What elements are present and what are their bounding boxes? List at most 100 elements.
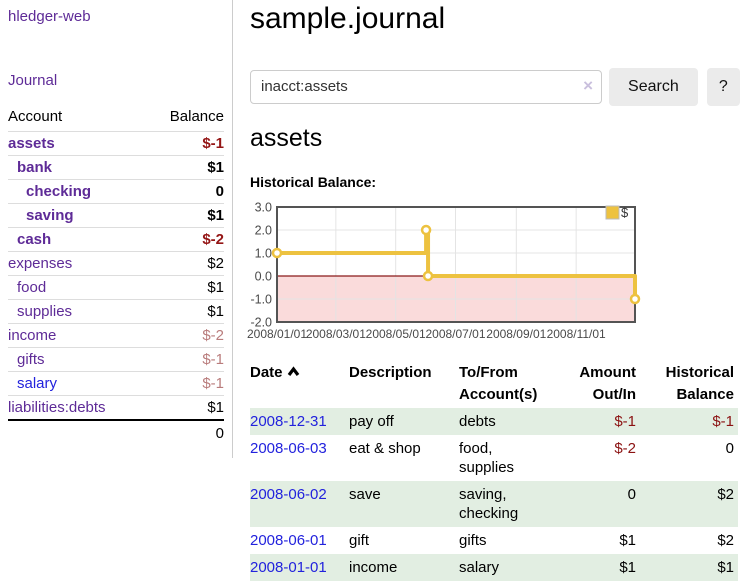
register-table: Date Description To/From Account(s) Amou… [250,360,738,582]
account-section-title: assets [250,123,323,152]
account-balance: $1 [146,299,224,324]
help-button[interactable]: ? [706,67,740,106]
transaction-accounts: debts [455,408,555,436]
transaction-description: pay off [345,408,455,436]
transaction-balance: $-1 [640,408,738,436]
y-axis-tick-label: 2.0 [255,224,272,238]
column-header-description: Description [349,364,432,382]
account-row: cash $-2 [8,227,224,252]
accounts-table: Account Balance assets $-1 bank $1 checking 0… [8,104,224,446]
account-row: saving $1 [8,203,224,228]
app-title-link[interactable]: hledger-web [8,8,91,25]
account-balance: $-1 [146,131,224,156]
transaction-balance: $2 [640,481,738,528]
sidebar-account-link[interactable]: cash [17,231,52,248]
sort-ascending-icon [287,362,300,384]
account-balance: 0 [146,179,224,204]
transaction-balance: $2 [717,532,734,550]
search-input[interactable] [250,69,603,104]
sidebar-account-link[interactable]: checking [26,183,92,200]
x-axis-tick-label: 2008/11/01 [547,327,606,341]
data-point-marker [422,271,434,282]
sidebar-account-link[interactable]: income [8,327,57,344]
transaction-date-link[interactable]: 2008-06-01 [250,532,327,550]
transaction-balance: $1 [640,554,738,582]
account-row: assets $-1 [8,131,224,156]
sidebar-account-link[interactable]: food [17,279,47,296]
column-header-accounts: To/From Account(s) [459,364,538,404]
search-bar: × Search ? [250,67,740,106]
account-row: gifts $-1 [8,347,224,372]
y-axis-tick-label: 0.0 [255,270,272,284]
sidebar-account-link[interactable]: salary [17,375,58,392]
x-axis-tick-label: 2008/03/01 [306,327,366,341]
transaction-accounts: salary [455,554,555,582]
transaction-date-link[interactable]: 2008-06-02 [250,486,327,504]
register-row: 2008-01-01 income salary $1 $1 [250,554,738,582]
account-balance: $-2 [146,227,224,252]
transaction-amount: $-1 [555,408,640,436]
register-row: 2008-06-01 gift gifts $1 $2 [250,527,738,554]
column-header-amount: Amount Out/In [579,364,636,404]
sidebar-account-link[interactable]: expenses [8,255,73,272]
transaction-balance: 0 [725,440,734,458]
total-row: 0 [8,419,224,446]
sidebar-account-link[interactable]: supplies [17,303,73,320]
y-axis-tick-label: -2.0 [250,316,272,330]
x-axis-tick-label: 2008/09/01 [486,327,546,341]
sidebar-account-link[interactable]: assets [8,135,55,152]
legend-swatch [605,205,620,220]
sidebar-account-link[interactable]: bank [17,159,53,176]
register-row: 2008-06-03 eat & shop food, supplies $-2 0 [250,435,738,481]
account-balance: $-2 [146,323,224,348]
transaction-date-link[interactable]: 2008-06-03 [250,440,327,458]
transaction-date-link[interactable]: 2008-12-31 [250,413,327,431]
historical-balance-chart: $3.0 2.0 1.0 0.0 -1.0 -2.0 2008/01/01 2008/03/0… [247,200,642,345]
transaction-description: gift [349,532,370,550]
y-axis-tick-label: -1.0 [250,293,272,307]
search-button[interactable]: Search [609,67,698,106]
page-title: sample.journal [250,2,446,35]
main-content: sample.journal × Search ? assets Histori… [247,0,740,582]
sidebar-item-journal[interactable]: Journal [8,72,58,89]
data-point-marker [420,225,432,236]
accounts-header: Account [8,108,63,125]
register-table-body: 2008-12-31 pay off debts $-1 $-1 2008-06-03 ea… [250,408,738,582]
transaction-description: income [345,554,455,582]
account-balance: $-1 [146,371,224,396]
account-row: expenses $2 [8,251,224,276]
register-row: 2008-06-02 save saving, checking 0 $2 [250,481,738,528]
y-axis-tick-label: 3.0 [255,201,272,215]
transaction-accounts: gifts [459,532,487,550]
clear-search-icon[interactable]: × [583,75,594,95]
total-balance: 0 [146,419,224,446]
chart-title: Historical Balance: [250,174,377,191]
account-row: supplies $1 [8,299,224,324]
chart-canvas: $3.0 2.0 1.0 0.0 -1.0 -2.02008/01/012008/03/0… [247,201,641,341]
sidebar-account-link[interactable]: saving [26,207,74,224]
transaction-amount: $-2 [614,440,636,458]
y-axis-tick-label: 1.0 [255,247,272,261]
transaction-amount: $1 [619,532,636,550]
account-row: income $-2 [8,323,224,348]
sidebar-account-link[interactable]: liabilities:debts [8,399,106,416]
account-row: food $1 [8,275,224,300]
account-balance: $1 [146,275,224,300]
account-balance: $-1 [146,347,224,372]
account-row: checking 0 [8,179,224,204]
transaction-date-link[interactable]: 2008-01-01 [250,559,327,577]
transaction-accounts: food, supplies [459,440,515,477]
sidebar: hledger-web Journal Account Balance asse… [0,0,233,458]
transaction-amount: 0 [555,481,640,528]
x-axis-tick-label: 2008/05/01 [366,327,426,341]
account-row: bank $1 [8,155,224,180]
sidebar-account-table-body: assets $-1 bank $1 checking 0 saving $1 cash $-2 e… [8,131,224,420]
column-header-date[interactable]: Date [250,360,345,408]
transaction-accounts: saving, checking [455,481,555,528]
account-balance: $1 [146,395,224,420]
transaction-description: eat & shop [349,440,421,458]
search-input-wrap: × [250,69,603,104]
account-row: liabilities:debts $1 [8,395,224,420]
data-point-marker [271,248,283,259]
sidebar-account-link[interactable]: gifts [17,351,45,368]
